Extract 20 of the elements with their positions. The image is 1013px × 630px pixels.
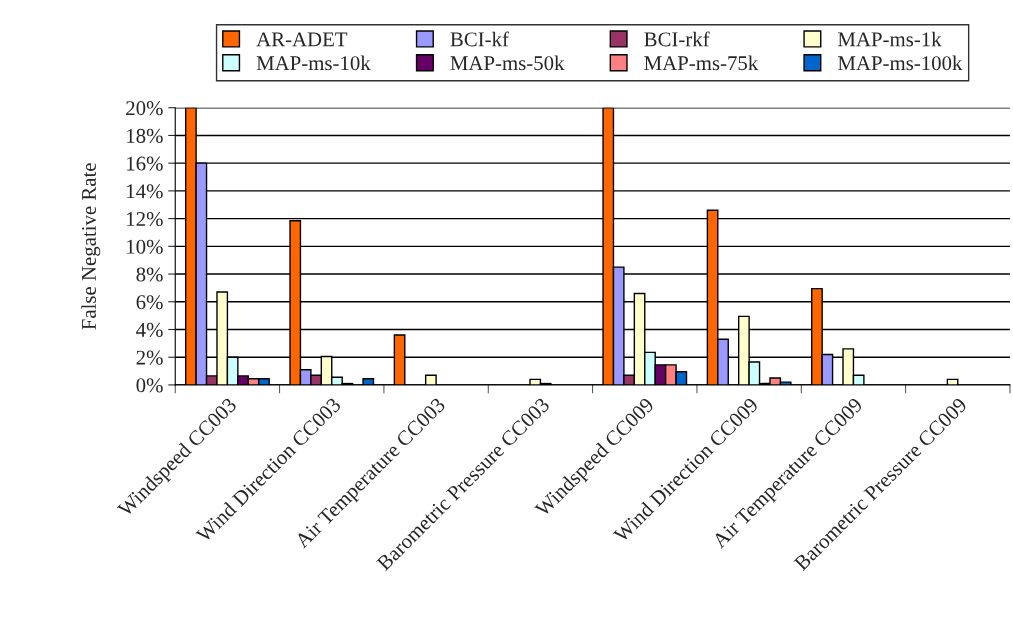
y-tick-label: 8% bbox=[136, 267, 163, 282]
legend-label: MAP-ms-100k bbox=[838, 55, 963, 71]
legend-label: MAP-ms-10k bbox=[256, 55, 371, 71]
y-tick-label: 12% bbox=[127, 211, 163, 227]
legend-label: MAP-ms-50k bbox=[450, 55, 565, 71]
y-tick-label: 0% bbox=[136, 378, 163, 393]
legend-label: MAP-ms-75k bbox=[644, 55, 759, 71]
y-tick-label: 20% bbox=[126, 101, 163, 116]
legend-label: BCI-kf bbox=[450, 31, 509, 47]
y-axis-title: False Negative Rate bbox=[81, 163, 101, 330]
y-tick-label: 16% bbox=[127, 156, 163, 171]
y-tick-label: 10% bbox=[127, 239, 163, 254]
y-tick-label: 4% bbox=[136, 322, 163, 337]
y-tick-label: 2% bbox=[136, 350, 163, 365]
y-tick-label: 6% bbox=[136, 295, 163, 310]
y-tick-label: 18% bbox=[127, 128, 163, 143]
legend-label: BCI-rkf bbox=[644, 31, 710, 47]
y-tick-label: 14% bbox=[127, 184, 163, 199]
legend-label: MAP-ms-1k bbox=[838, 31, 942, 47]
legend-label: AR-ADET bbox=[256, 32, 348, 47]
